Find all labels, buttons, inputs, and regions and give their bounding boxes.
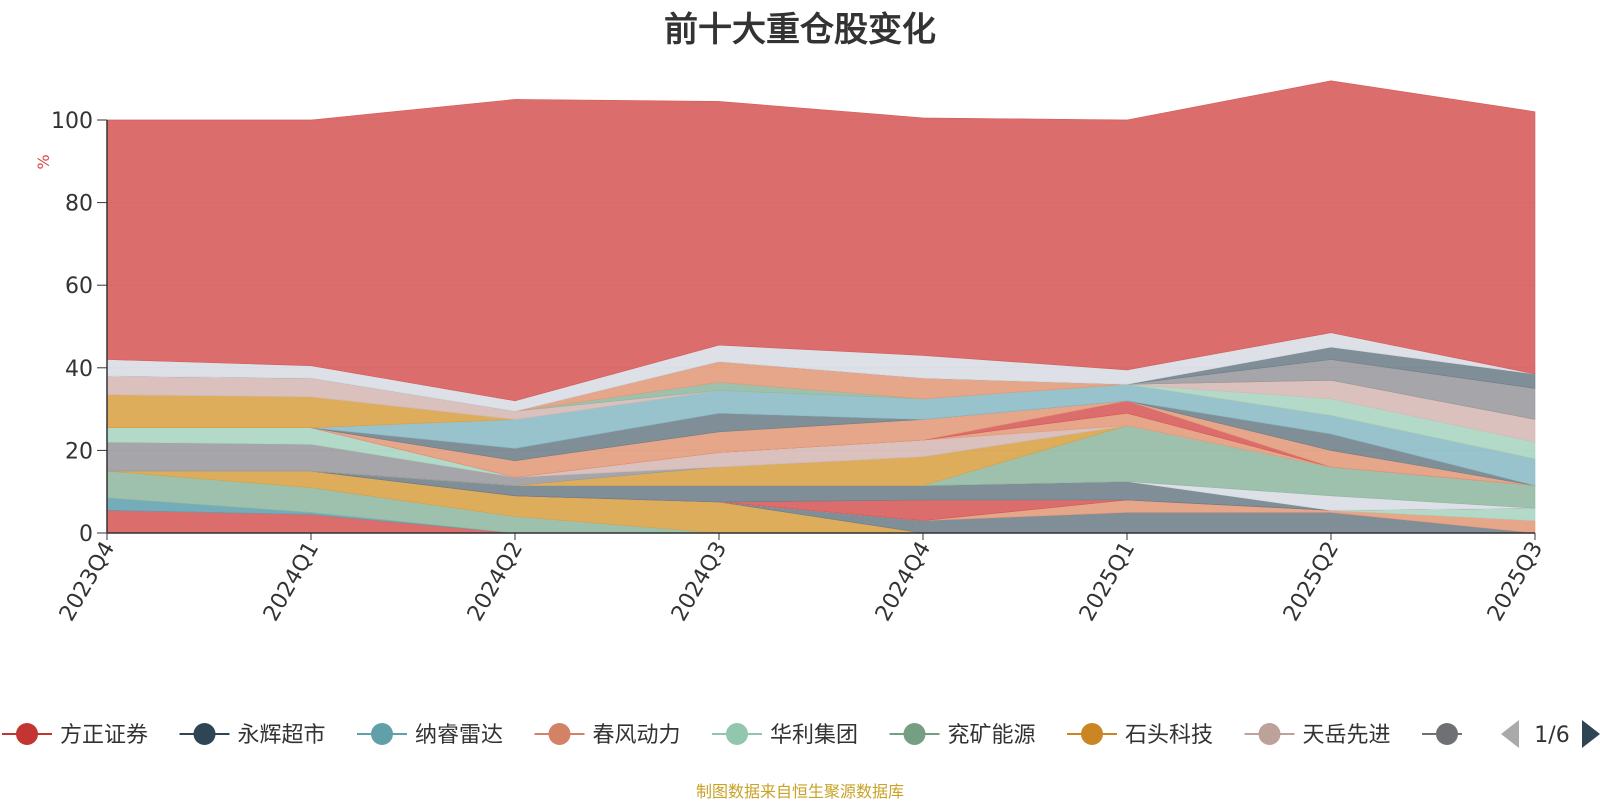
x-tick-label: 2025Q3 [1483,538,1548,626]
legend-label: 纳睿雷达 [415,723,503,748]
y-tick-label: 100 [51,109,93,134]
legend-label: 华利集团 [770,723,858,748]
y-tick-label: 0 [79,522,93,547]
legend-marker [903,723,926,745]
y-tick-label: 40 [65,357,93,382]
legend-marker [1436,723,1458,745]
triangle-right-icon[interactable] [1582,720,1600,748]
chart-title: 前十大重仓股变化 [664,10,936,50]
y-axis-unit: % [34,154,53,169]
legend-clip-mask [1462,705,1600,765]
y-tick-label: 20 [65,439,93,464]
legend-label: 永辉超市 [238,723,326,748]
legend-marker [16,723,38,745]
legend-item[interactable]: 春风动力 [534,723,681,748]
x-tick-label: 2024Q4 [871,538,936,626]
legend-marker [1081,723,1103,745]
legend-marker [193,723,216,745]
y-tick-label: 60 [65,274,93,299]
legend-label: 方正证券 [60,723,148,748]
legend-marker [1258,723,1281,745]
legend-item[interactable]: 天岳先进 [1244,723,1391,748]
stacked-areas [106,80,1536,534]
legend: 方正证券永辉超市纳睿雷达春风动力华利集团兖矿能源石头科技天岳先进宝1/6 [2,705,1600,765]
legend-item[interactable]: 华利集团 [712,723,858,748]
legend-item[interactable]: 方正证券 [2,723,148,748]
legend-marker [548,723,571,745]
legend-marker [371,723,393,745]
source-note: 制图数据来自恒生聚源数据库 [695,782,904,801]
legend-label: 兖矿能源 [948,723,1036,748]
legend-page-indicator: 1/6 [1534,723,1569,748]
x-tick-label: 2023Q4 [55,538,120,626]
x-tick-label: 2024Q3 [667,538,732,626]
legend-label: 石头科技 [1125,723,1213,748]
legend-item[interactable]: 永辉超市 [179,723,326,748]
legend-label: 春风动力 [593,723,681,748]
x-tick-label: 2025Q2 [1279,538,1344,626]
x-tick-label: 2025Q1 [1075,538,1140,626]
legend-marker [726,723,748,745]
x-tick-label: 2024Q2 [463,538,528,626]
legend-label: 天岳先进 [1303,723,1391,748]
legend-item[interactable]: 纳睿雷达 [357,723,503,748]
legend-item[interactable]: 兖矿能源 [889,723,1036,748]
triangle-left-icon[interactable] [1501,720,1519,748]
y-tick-label: 80 [65,192,93,217]
area-series-31 [106,80,1536,402]
x-tick-label: 2024Q1 [259,538,324,626]
legend-item[interactable]: 石头科技 [1067,723,1213,748]
